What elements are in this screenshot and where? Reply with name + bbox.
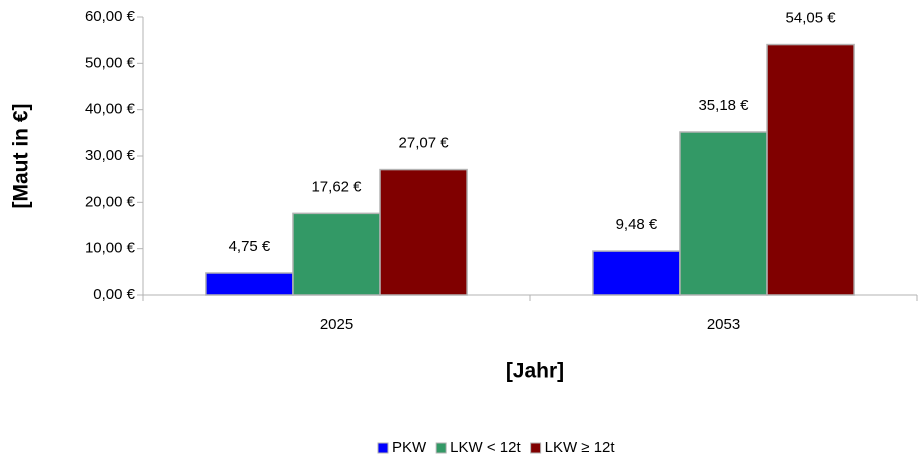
bar [766, 43, 855, 296]
legend-swatch [377, 442, 389, 454]
y-tick-label: 20,00 € [85, 193, 136, 210]
x-axis-label: [Jahr] [506, 360, 564, 383]
legend-label: LKW < 12t [450, 439, 521, 456]
y-tick-label: 10,00 € [85, 240, 136, 257]
value-label: 9,48 € [616, 216, 658, 233]
value-label: 27,07 € [399, 135, 450, 152]
bar [205, 272, 294, 296]
y-tick-label: 40,00 € [85, 101, 136, 118]
x-tick-label: 2053 [707, 316, 740, 333]
y-tick-label: 30,00 € [85, 147, 136, 164]
value-label: 17,62 € [311, 178, 362, 195]
value-label: 54,05 € [786, 10, 837, 27]
y-tick-label: 50,00 € [85, 54, 136, 71]
legend-label: PKW [392, 439, 427, 456]
bar [679, 131, 768, 296]
value-label: 35,18 € [698, 97, 749, 114]
y-axis-label: [Maut in €] [10, 104, 33, 209]
x-tick-label: 2025 [320, 316, 353, 333]
bar [592, 250, 681, 296]
bar [379, 168, 468, 296]
legend-swatch [530, 442, 542, 454]
value-label: 4,75 € [229, 238, 271, 255]
y-tick-label: 60,00 € [85, 8, 136, 25]
legend-swatch [435, 442, 447, 454]
bar [292, 212, 381, 296]
legend-label: LKW ≥ 12t [545, 439, 616, 456]
y-tick-label: 0,00 € [93, 286, 135, 303]
